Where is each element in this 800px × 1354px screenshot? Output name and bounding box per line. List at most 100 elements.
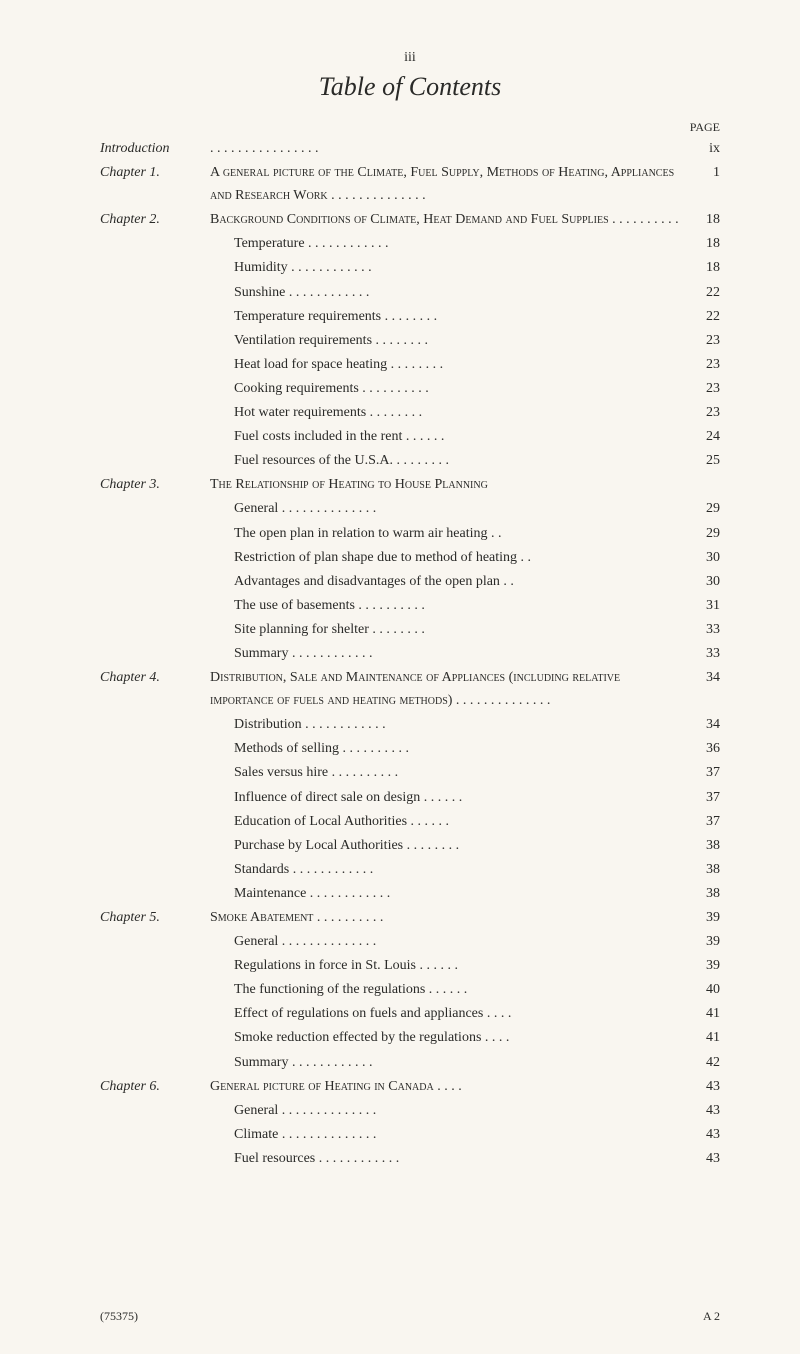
toc-page-number: 43 (690, 1099, 720, 1122)
toc-row: Temperature . . . . . . . . . . . .18 (100, 232, 720, 255)
toc-row: Chapter 2.Background Conditions of Clima… (100, 208, 720, 231)
toc-row: Fuel costs included in the rent . . . . … (100, 425, 720, 448)
toc-row: The functioning of the regulations . . .… (100, 978, 720, 1001)
toc-entry-text: Humidity . . . . . . . . . . . . (210, 256, 690, 279)
toc-row: Regulations in force in St. Louis . . . … (100, 954, 720, 977)
toc-page-number: 37 (690, 761, 720, 784)
toc-entry-text: Fuel resources . . . . . . . . . . . . (210, 1147, 690, 1170)
toc-page-number: 24 (690, 425, 720, 448)
toc-page-number: 30 (690, 546, 720, 569)
toc-page-number: 29 (690, 497, 720, 520)
toc-entry-text: Summary . . . . . . . . . . . . (210, 642, 690, 665)
toc-page-number: 34 (690, 666, 720, 689)
toc-row: Chapter 4.Distribution, Sale and Mainten… (100, 666, 720, 712)
toc-entry-text: Effect of regulations on fuels and appli… (210, 1002, 690, 1025)
toc-row: Chapter 5.Smoke Abatement . . . . . . . … (100, 906, 720, 929)
toc-chapter-label: Chapter 2. (100, 208, 210, 231)
toc-page-number: 38 (690, 882, 720, 905)
toc-row: Influence of direct sale on design . . .… (100, 786, 720, 809)
toc-page-number: 37 (690, 786, 720, 809)
toc-row: Fuel resources of the U.S.A. . . . . . .… (100, 449, 720, 472)
page-footer: (75375) A 2 (100, 1309, 720, 1324)
toc-entry-text: Smoke reduction effected by the regulati… (210, 1026, 690, 1049)
toc-page-number: 39 (690, 930, 720, 953)
toc-page-number: 43 (690, 1123, 720, 1146)
toc-page-number: 1 (690, 161, 720, 184)
toc-row: General . . . . . . . . . . . . . .29 (100, 497, 720, 520)
toc-entry-text: Distribution . . . . . . . . . . . . (210, 713, 690, 736)
page-title: Table of Contents (100, 72, 720, 102)
toc-page-number: 38 (690, 834, 720, 857)
toc-entry-text: General picture of Heating in Canada . .… (210, 1075, 690, 1098)
toc-row: Ventilation requirements . . . . . . . .… (100, 329, 720, 352)
toc-entry-text: Restriction of plan shape due to method … (210, 546, 690, 569)
footer-right: A 2 (703, 1309, 720, 1324)
toc-page-number: ix (690, 137, 720, 160)
toc-page-number: 34 (690, 713, 720, 736)
toc-row: Introduction. . . . . . . . . . . . . . … (100, 137, 720, 160)
toc-row: Summary . . . . . . . . . . . .33 (100, 642, 720, 665)
toc-row: Temperature requirements . . . . . . . .… (100, 305, 720, 328)
toc-entry-text: Sunshine . . . . . . . . . . . . (210, 281, 690, 304)
toc-entry-text: The use of basements . . . . . . . . . . (210, 594, 690, 617)
toc-row: Chapter 6.General picture of Heating in … (100, 1075, 720, 1098)
toc-entry-text: General . . . . . . . . . . . . . . (210, 930, 690, 953)
toc-entry-text: Fuel resources of the U.S.A. . . . . . .… (210, 449, 690, 472)
toc-page-number: 23 (690, 401, 720, 424)
page-header: iii Table of Contents (100, 50, 720, 102)
toc-page-number: 41 (690, 1002, 720, 1025)
toc-entry-text: A general picture of the Climate, Fuel S… (210, 161, 690, 207)
toc-row: Maintenance . . . . . . . . . . . .38 (100, 882, 720, 905)
toc-row: Sunshine . . . . . . . . . . . .22 (100, 281, 720, 304)
toc-page-number: 41 (690, 1026, 720, 1049)
toc-row: Distribution . . . . . . . . . . . .34 (100, 713, 720, 736)
toc-entry-text: Sales versus hire . . . . . . . . . . (210, 761, 690, 784)
toc-row: Humidity . . . . . . . . . . . .18 (100, 256, 720, 279)
toc-entry-text: Background Conditions of Climate, Heat D… (210, 208, 690, 231)
toc-entry-text: Hot water requirements . . . . . . . . (210, 401, 690, 424)
toc-page-number: 39 (690, 954, 720, 977)
toc-row: Methods of selling . . . . . . . . . .36 (100, 737, 720, 760)
toc-page-number: 30 (690, 570, 720, 593)
toc-row: Education of Local Authorities . . . . .… (100, 810, 720, 833)
table-of-contents: Introduction. . . . . . . . . . . . . . … (100, 137, 720, 1170)
toc-row: Chapter 3.The Relationship of Heating to… (100, 473, 720, 496)
toc-entry-text: Methods of selling . . . . . . . . . . (210, 737, 690, 760)
toc-row: Chapter 1.A general picture of the Clima… (100, 161, 720, 207)
toc-row: Fuel resources . . . . . . . . . . . .43 (100, 1147, 720, 1170)
toc-entry-text: Site planning for shelter . . . . . . . … (210, 618, 690, 641)
toc-page-number: 25 (690, 449, 720, 472)
toc-row: Hot water requirements . . . . . . . .23 (100, 401, 720, 424)
toc-row: Summary . . . . . . . . . . . .42 (100, 1051, 720, 1074)
toc-page-number: 42 (690, 1051, 720, 1074)
toc-entry-text: The Relationship of Heating to House Pla… (210, 473, 690, 496)
toc-entry-text: Regulations in force in St. Louis . . . … (210, 954, 690, 977)
toc-entry-text: The functioning of the regulations . . .… (210, 978, 690, 1001)
toc-row: Sales versus hire . . . . . . . . . .37 (100, 761, 720, 784)
toc-entry-text: . . . . . . . . . . . . . . . . (210, 137, 690, 160)
toc-chapter-label: Chapter 3. (100, 473, 210, 496)
toc-entry-text: Education of Local Authorities . . . . .… (210, 810, 690, 833)
toc-entry-text: General . . . . . . . . . . . . . . (210, 1099, 690, 1122)
toc-page-number: 23 (690, 353, 720, 376)
toc-row: Climate . . . . . . . . . . . . . .43 (100, 1123, 720, 1146)
toc-page-number: 39 (690, 906, 720, 929)
toc-page-number: 18 (690, 256, 720, 279)
toc-page-number: 37 (690, 810, 720, 833)
toc-row: Restriction of plan shape due to method … (100, 546, 720, 569)
toc-entry-text: Summary . . . . . . . . . . . . (210, 1051, 690, 1074)
toc-row: Purchase by Local Authorities . . . . . … (100, 834, 720, 857)
toc-row: The use of basements . . . . . . . . . .… (100, 594, 720, 617)
toc-chapter-label: Chapter 1. (100, 161, 210, 184)
toc-row: Cooking requirements . . . . . . . . . .… (100, 377, 720, 400)
toc-entry-text: General . . . . . . . . . . . . . . (210, 497, 690, 520)
toc-row: The open plan in relation to warm air he… (100, 522, 720, 545)
page-number-roman: iii (100, 50, 720, 66)
toc-entry-text: Purchase by Local Authorities . . . . . … (210, 834, 690, 857)
toc-page-number: 43 (690, 1075, 720, 1098)
toc-row: Heat load for space heating . . . . . . … (100, 353, 720, 376)
toc-chapter-label: Chapter 5. (100, 906, 210, 929)
toc-entry-text: The open plan in relation to warm air he… (210, 522, 690, 545)
toc-entry-text: Advantages and disadvantages of the open… (210, 570, 690, 593)
toc-page-number: 31 (690, 594, 720, 617)
